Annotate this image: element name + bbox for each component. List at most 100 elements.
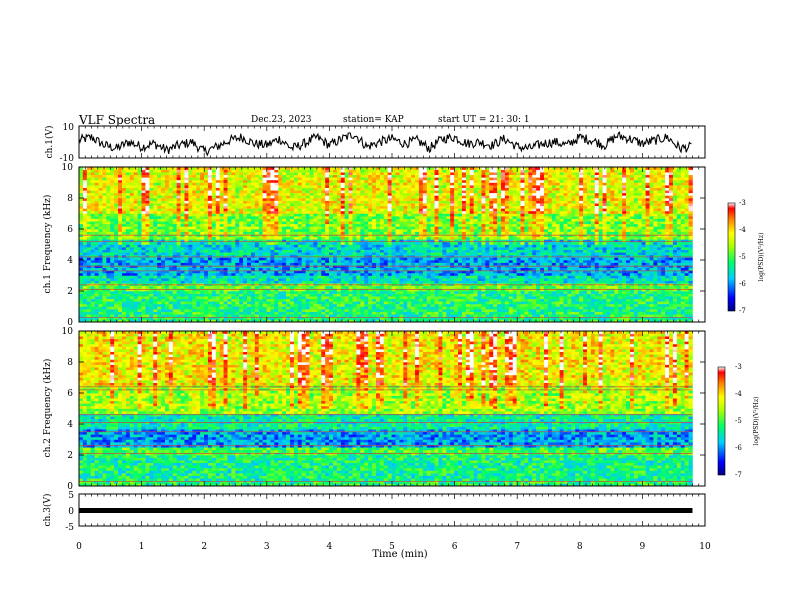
spectrogram-cell	[172, 301, 177, 305]
spectrogram-cell	[239, 182, 244, 186]
spectrogram-cell	[168, 278, 174, 281]
spectrogram-cell	[375, 306, 381, 310]
spectrogram-cell	[395, 260, 400, 263]
spectrogram-cell	[325, 208, 330, 212]
spectrogram-cell	[309, 210, 314, 214]
spectrogram-cell	[231, 293, 236, 297]
spectrogram-cell	[207, 254, 213, 258]
spectrogram-cell	[172, 316, 177, 320]
spectrogram-cell	[286, 249, 291, 253]
spectrogram-cell	[379, 213, 385, 217]
spectrogram-cell	[317, 172, 322, 176]
spectrogram-cell	[336, 241, 342, 245]
spectrogram-cell	[387, 303, 392, 307]
spectrogram-cell	[340, 247, 346, 250]
spectrogram-cell	[332, 249, 338, 253]
spectrogram-cell	[356, 298, 361, 302]
spectrogram-cell	[317, 314, 322, 318]
spectrogram-cell	[176, 239, 181, 243]
spectrogram-cell	[86, 306, 92, 310]
spectrogram-cell	[379, 272, 385, 276]
spectrogram-cell	[254, 174, 260, 178]
spectrogram-cell	[211, 275, 217, 279]
spectrogram-cell	[282, 213, 287, 217]
spectrogram-cell	[215, 244, 220, 248]
spectrogram-cell	[149, 172, 154, 176]
spectrogram-cell	[94, 301, 99, 305]
spectrogram-cell	[200, 244, 205, 248]
spectrogram-cell	[137, 205, 142, 209]
spectrogram-cell	[133, 267, 138, 271]
spectrogram-cell	[368, 187, 373, 191]
spectrogram-cell	[293, 293, 299, 297]
spectrogram-cell	[352, 179, 357, 183]
spectrogram-cell	[90, 239, 95, 243]
spectrogram-cell	[243, 210, 248, 214]
spectrogram-cell	[368, 167, 373, 170]
spectrogram-cell	[375, 205, 381, 209]
spectrogram-cell	[278, 205, 283, 209]
spectrogram-cell	[395, 239, 400, 243]
spectrogram-cell	[313, 316, 318, 320]
spectrogram-cell	[176, 278, 181, 281]
spectrogram-cell	[235, 198, 240, 201]
spectrogram-cell	[321, 257, 326, 261]
spectrogram-cell	[153, 198, 158, 201]
spectrogram-cell	[200, 187, 205, 191]
spectrogram-cell	[215, 303, 220, 307]
spectrogram-cell	[395, 306, 400, 310]
spectrogram-cell	[90, 309, 95, 312]
spectrogram-cell	[270, 285, 275, 289]
spectrogram-cell	[399, 198, 404, 201]
spectrogram-cell	[325, 236, 330, 240]
spectrogram-cell	[94, 221, 99, 225]
spectrogram-cell	[383, 200, 388, 204]
spectrogram-cell	[188, 185, 193, 188]
spectrogram-cell	[114, 187, 119, 191]
spectrogram-cell	[274, 270, 279, 274]
spectrogram-cell	[340, 174, 346, 178]
spectrogram-cell	[86, 278, 92, 281]
spectrogram-cell	[325, 192, 330, 196]
spectrogram-cell	[364, 298, 369, 302]
spectrogram-cell	[98, 260, 103, 263]
spectrogram-cell	[79, 296, 84, 300]
spectrogram-cell	[204, 285, 209, 289]
spectrogram-cell	[387, 270, 392, 274]
spectrogram-cell	[196, 229, 201, 232]
spectrogram-cell	[168, 174, 174, 178]
spectrogram-cell	[86, 309, 92, 312]
spectrogram-cell	[235, 288, 240, 292]
spectrogram-cell	[98, 291, 103, 294]
spectrogram-cell	[247, 254, 252, 258]
spectrogram-cell	[325, 288, 330, 292]
spectrogram-cell	[352, 275, 357, 279]
spectrogram-cell	[305, 252, 310, 256]
spectrogram-cell	[250, 179, 256, 183]
spectrogram-cell	[297, 275, 303, 279]
spectrogram-cell	[231, 267, 236, 271]
spectrogram-cell	[86, 301, 92, 305]
spectrogram-cell	[395, 280, 400, 284]
spectrogram-cell	[352, 293, 357, 297]
spectrogram-cell	[250, 226, 256, 230]
spectrogram-cell	[188, 247, 193, 250]
spectrogram-cell	[145, 185, 150, 188]
spectrogram-cell	[94, 280, 99, 284]
spectrogram-cell	[250, 252, 256, 256]
spectrogram-cell	[332, 270, 338, 274]
spectrogram-cell	[297, 291, 303, 294]
spectrogram-cell	[352, 257, 357, 261]
spectrogram-cell	[118, 185, 123, 188]
spectrogram-cell	[215, 239, 220, 243]
spectrogram-cell	[395, 285, 400, 289]
spectrogram-cell	[266, 311, 271, 315]
spectrogram-cell	[313, 231, 318, 235]
spectrogram-cell	[297, 249, 303, 253]
spectrogram-cell	[90, 296, 95, 300]
spectrogram-cell	[227, 244, 232, 248]
spectrogram-cell	[399, 267, 404, 271]
spectrogram-cell	[184, 298, 189, 302]
spectrogram-cell	[243, 187, 248, 191]
spectrogram-cell	[344, 278, 349, 281]
